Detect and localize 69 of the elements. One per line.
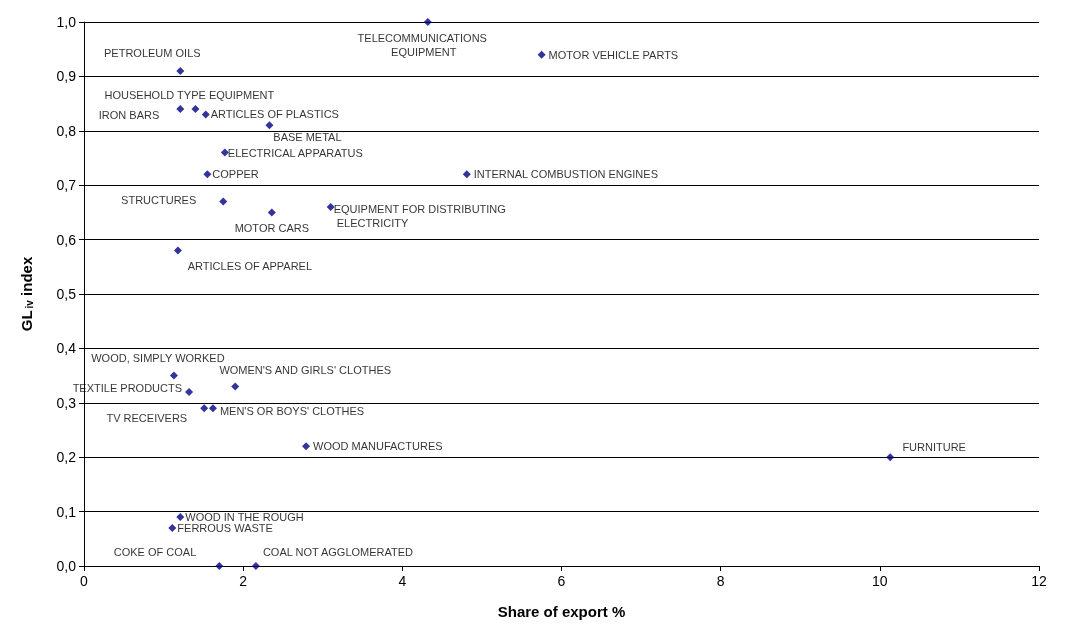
point bbox=[176, 513, 185, 522]
y-tick-label: 0,4 bbox=[56, 340, 77, 357]
x-tick-label: 2 bbox=[239, 573, 248, 589]
annotation: TV RECEIVERS bbox=[106, 412, 188, 425]
point bbox=[208, 404, 217, 413]
annotation: COKE OF COAL bbox=[113, 546, 197, 558]
y-tick-label: 0,3 bbox=[56, 394, 77, 411]
point bbox=[185, 387, 194, 396]
annotation: STRUCTURES bbox=[121, 193, 197, 206]
annotation: EQUIPMENT FOR DISTRIBUTING ELECTRICITY bbox=[333, 202, 506, 229]
y-tick-label: 0,7 bbox=[56, 177, 77, 194]
point bbox=[219, 197, 228, 206]
y-axis-title: GLiv index bbox=[18, 256, 35, 332]
annotation: BASE METAL bbox=[273, 131, 342, 144]
point bbox=[200, 404, 209, 413]
y-tick-label: 1,0 bbox=[56, 14, 77, 30]
annotation: ELECTRICAL APPARATUS bbox=[227, 146, 363, 159]
point bbox=[267, 208, 276, 217]
annotation: WOOD, SIMPLY WORKED bbox=[91, 351, 225, 364]
point bbox=[168, 523, 177, 532]
annotation: MOTOR CARS bbox=[234, 222, 309, 235]
point bbox=[220, 148, 229, 157]
annotation: PETROLEUM OILS bbox=[104, 46, 201, 59]
annotation: COAL NOT AGGLOMERATED bbox=[262, 546, 414, 558]
point bbox=[251, 562, 260, 570]
point bbox=[302, 442, 311, 451]
point bbox=[176, 66, 185, 75]
y-tick-label: 0,0 bbox=[56, 558, 77, 574]
y-tick-label: 0,8 bbox=[56, 122, 77, 139]
point bbox=[231, 382, 240, 391]
y-tick-label: 0,1 bbox=[56, 503, 77, 520]
annotation: COPPER bbox=[212, 168, 259, 181]
x-axis-title: Share of export % bbox=[497, 603, 626, 620]
x-tick-label: 0 bbox=[80, 573, 89, 589]
annotation: WOOD IN THE ROUGH bbox=[185, 511, 304, 524]
point bbox=[215, 562, 224, 570]
point bbox=[537, 50, 546, 59]
annotation: MEN'S OR BOYS' CLOTHES bbox=[219, 405, 365, 418]
y-tick-label: 0,6 bbox=[56, 231, 77, 248]
y-tick-label: 0,9 bbox=[56, 68, 77, 85]
point bbox=[423, 18, 432, 26]
x-tick-label: 4 bbox=[398, 573, 407, 589]
annotation: ARTICLES OF APPAREL bbox=[187, 260, 313, 273]
annotation: TELECOMMUNICATIONS EQUIPMENT bbox=[357, 32, 491, 58]
point bbox=[176, 105, 185, 114]
x-tick-label: 10 bbox=[872, 573, 888, 589]
point bbox=[326, 202, 335, 211]
annotation: WOMEN'S AND GIRLS' CLOTHES bbox=[219, 364, 392, 377]
annotation: WOOD MANUFACTURES bbox=[313, 440, 443, 453]
point bbox=[886, 453, 895, 462]
point bbox=[173, 246, 182, 255]
annotation: HOUSEHOLD TYPE EQUIPMENT bbox=[104, 89, 275, 102]
point bbox=[203, 170, 212, 179]
x-tick-label: 8 bbox=[716, 573, 725, 589]
annotation: IRON BARS bbox=[98, 109, 160, 122]
point bbox=[201, 110, 210, 119]
annotation: FERROUS WASTE bbox=[177, 521, 273, 534]
annotation: FURNITURE bbox=[902, 441, 966, 454]
x-tick-label: 12 bbox=[1031, 573, 1047, 589]
point bbox=[462, 170, 471, 179]
point bbox=[191, 105, 200, 114]
annotation: MOTOR VEHICLE PARTS bbox=[548, 48, 679, 61]
y-tick-label: 0,2 bbox=[56, 449, 77, 466]
point bbox=[265, 121, 274, 130]
point bbox=[169, 371, 178, 380]
annotation: INTERNAL COMBUSTION ENGINES bbox=[473, 168, 658, 181]
annotation: ARTICLES OF PLASTICS bbox=[210, 108, 339, 121]
y-tick-label: 0,5 bbox=[56, 286, 77, 302]
x-tick-label: 6 bbox=[557, 573, 566, 589]
